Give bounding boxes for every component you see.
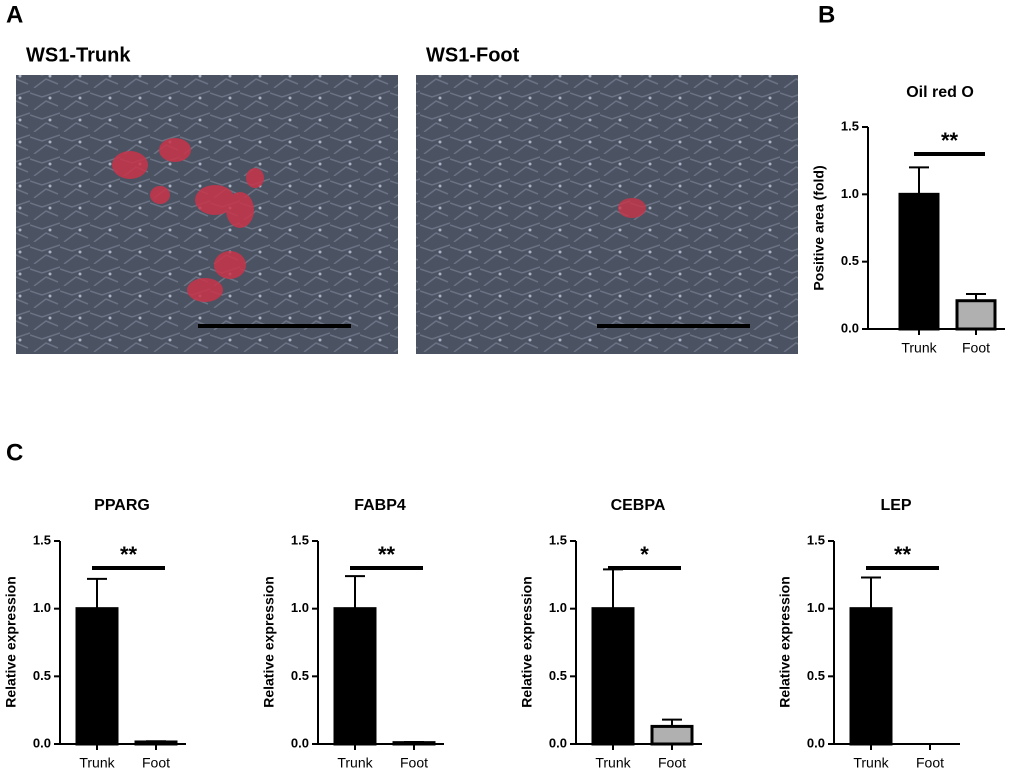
x-tick-label: Foot [916,755,944,771]
chart-title: PPARG [94,497,150,514]
bar [75,607,119,746]
y-tick-label: 0.5 [807,668,825,683]
y-axis-label: Positive area (fold) [811,165,827,290]
significance-label: * [640,542,649,567]
bar [849,607,893,746]
panel-label: C [6,439,23,466]
x-tick-label: Foot [142,755,170,771]
x-tick-label: Foot [658,755,686,771]
chart-title: FABP4 [354,497,406,514]
y-tick-label: 1.5 [291,532,309,547]
bar [333,607,377,746]
y-tick-label: 1.0 [807,600,825,615]
y-tick-label: 0.5 [841,253,859,268]
y-tick-label: 0.0 [807,735,825,750]
y-axis-label: Relative expression [777,576,793,708]
y-tick-label: 0.5 [291,668,309,683]
chart-title: LEP [880,497,911,514]
y-tick-label: 1.5 [549,532,567,547]
y-tick-label: 1.0 [33,600,51,615]
chart-title: CEBPA [611,497,666,514]
x-tick-label: Foot [400,755,428,771]
significance-label: ** [894,542,912,567]
y-axis-label: Relative expression [519,576,535,708]
image-title: WS1-Trunk [26,44,131,66]
bar [134,740,178,746]
panel-label: B [818,1,835,28]
y-tick-label: 1.0 [549,600,567,615]
significance-label: ** [941,128,959,153]
y-axis-label: Relative expression [3,576,19,708]
x-tick-label: Trunk [595,755,631,771]
image-title: WS1-Foot [426,44,520,66]
x-tick-label: Trunk [853,755,889,771]
x-tick-label: Trunk [901,340,937,356]
bar [591,607,635,746]
y-tick-label: 1.5 [807,532,825,547]
micrograph [416,75,798,354]
panel-label: A [6,1,23,28]
bar [392,741,436,746]
y-tick-label: 0.0 [841,320,859,335]
y-tick-label: 0.0 [291,735,309,750]
y-tick-label: 1.5 [841,118,859,133]
significance-label: ** [378,542,396,567]
y-tick-label: 1.0 [841,186,859,201]
y-tick-label: 1.5 [33,532,51,547]
y-tick-label: 0.5 [549,668,567,683]
bar [898,192,940,331]
significance-label: ** [120,542,138,567]
bar [650,724,694,746]
y-tick-label: 0.0 [549,735,567,750]
micrograph [16,75,398,354]
y-tick-label: 0.5 [33,668,51,683]
y-tick-label: 0.0 [33,735,51,750]
chart-title: Oil red O [906,84,974,101]
x-tick-label: Trunk [79,755,115,771]
x-tick-label: Foot [962,340,990,356]
x-tick-label: Trunk [337,755,373,771]
y-tick-label: 1.0 [291,600,309,615]
bar [955,299,997,331]
y-axis-label: Relative expression [261,576,277,708]
